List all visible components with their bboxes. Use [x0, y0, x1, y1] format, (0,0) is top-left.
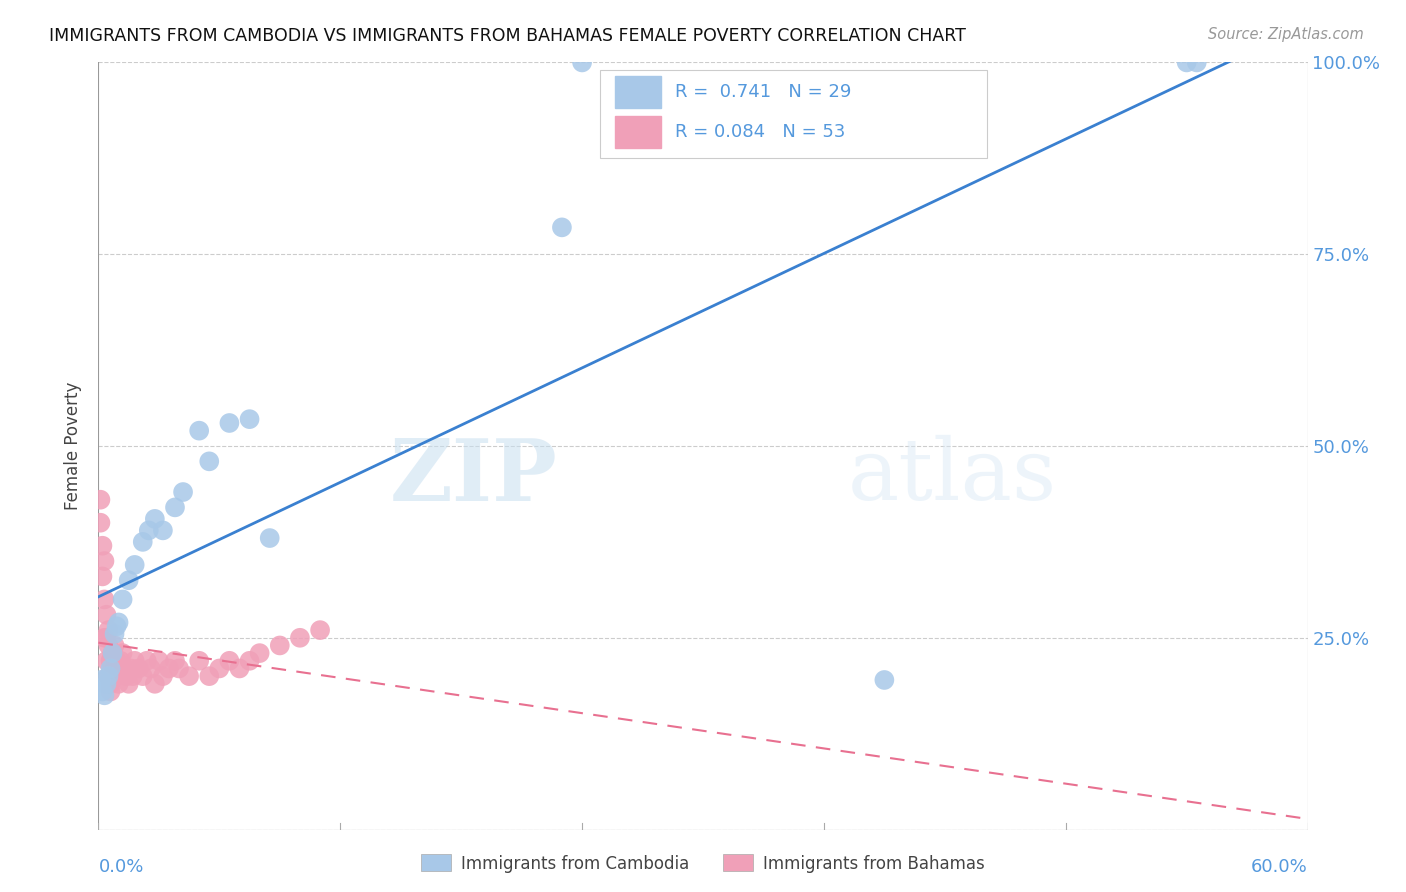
- Point: [118, 677, 141, 691]
- Text: atlas: atlas: [848, 435, 1057, 518]
- Point: [571, 55, 593, 70]
- Point: [105, 669, 128, 683]
- Y-axis label: Female Poverty: Female Poverty: [65, 382, 83, 510]
- Point: [118, 573, 141, 587]
- Point: [101, 646, 124, 660]
- Point: [100, 677, 122, 691]
- Point: [97, 639, 120, 653]
- Point: [198, 669, 221, 683]
- Point: [228, 661, 250, 675]
- Point: [121, 669, 143, 683]
- Point: [100, 684, 122, 698]
- Text: R = 0.084   N = 53: R = 0.084 N = 53: [675, 122, 845, 141]
- Text: R =  0.741   N = 29: R = 0.741 N = 29: [675, 83, 852, 101]
- Point: [97, 669, 120, 683]
- Point: [139, 661, 162, 675]
- Point: [188, 424, 211, 438]
- Point: [128, 661, 150, 675]
- Point: [143, 677, 166, 691]
- Point: [249, 646, 271, 660]
- Point: [89, 673, 111, 687]
- Point: [551, 220, 574, 235]
- Point: [179, 669, 201, 683]
- Point: [132, 534, 155, 549]
- Point: [114, 661, 136, 675]
- Point: [96, 677, 118, 691]
- Point: [309, 623, 332, 637]
- Point: [111, 646, 134, 660]
- Point: [163, 654, 186, 668]
- Point: [107, 661, 129, 675]
- Point: [105, 619, 128, 633]
- Text: 0.0%: 0.0%: [98, 858, 143, 876]
- Point: [97, 669, 120, 683]
- Text: 60.0%: 60.0%: [1251, 858, 1308, 876]
- Point: [93, 689, 115, 703]
- Point: [259, 531, 281, 545]
- Point: [1175, 55, 1198, 70]
- Point: [103, 639, 125, 653]
- Point: [152, 669, 174, 683]
- Point: [172, 485, 194, 500]
- Point: [91, 569, 114, 583]
- Point: [218, 654, 240, 668]
- Point: [96, 607, 118, 622]
- Point: [288, 631, 311, 645]
- Point: [91, 539, 114, 553]
- Point: [93, 631, 115, 645]
- Point: [124, 558, 146, 572]
- Point: [163, 500, 186, 515]
- Bar: [614, 76, 661, 108]
- Point: [148, 654, 170, 668]
- Point: [89, 516, 111, 530]
- Point: [93, 554, 115, 568]
- Point: [269, 639, 291, 653]
- Point: [100, 654, 122, 668]
- Point: [138, 524, 160, 538]
- Point: [188, 654, 211, 668]
- Point: [96, 631, 118, 645]
- Text: IMMIGRANTS FROM CAMBODIA VS IMMIGRANTS FROM BAHAMAS FEMALE POVERTY CORRELATION C: IMMIGRANTS FROM CAMBODIA VS IMMIGRANTS F…: [49, 27, 966, 45]
- Text: Source: ZipAtlas.com: Source: ZipAtlas.com: [1208, 27, 1364, 42]
- Point: [208, 661, 231, 675]
- Point: [103, 661, 125, 675]
- Point: [157, 661, 180, 675]
- Point: [105, 654, 128, 668]
- Point: [218, 416, 240, 430]
- Point: [873, 673, 896, 687]
- Point: [107, 615, 129, 630]
- Point: [152, 524, 174, 538]
- Point: [1185, 55, 1208, 70]
- Text: ZIP: ZIP: [389, 434, 558, 518]
- Point: [115, 669, 138, 683]
- Point: [91, 684, 114, 698]
- Point: [101, 646, 124, 660]
- Point: [111, 592, 134, 607]
- Point: [110, 654, 132, 668]
- Legend: Immigrants from Cambodia, Immigrants from Bahamas: Immigrants from Cambodia, Immigrants fro…: [415, 847, 991, 880]
- Point: [97, 623, 120, 637]
- Point: [143, 512, 166, 526]
- Point: [101, 669, 124, 683]
- Bar: [614, 116, 661, 148]
- Point: [89, 492, 111, 507]
- Point: [198, 454, 221, 468]
- Point: [103, 627, 125, 641]
- Point: [239, 654, 262, 668]
- Point: [96, 654, 118, 668]
- Point: [107, 677, 129, 691]
- Point: [120, 661, 142, 675]
- Point: [239, 412, 262, 426]
- Point: [100, 661, 122, 675]
- Point: [132, 669, 155, 683]
- Point: [135, 654, 157, 668]
- FancyBboxPatch shape: [600, 70, 987, 158]
- Point: [93, 592, 115, 607]
- Point: [124, 654, 146, 668]
- Point: [167, 661, 190, 675]
